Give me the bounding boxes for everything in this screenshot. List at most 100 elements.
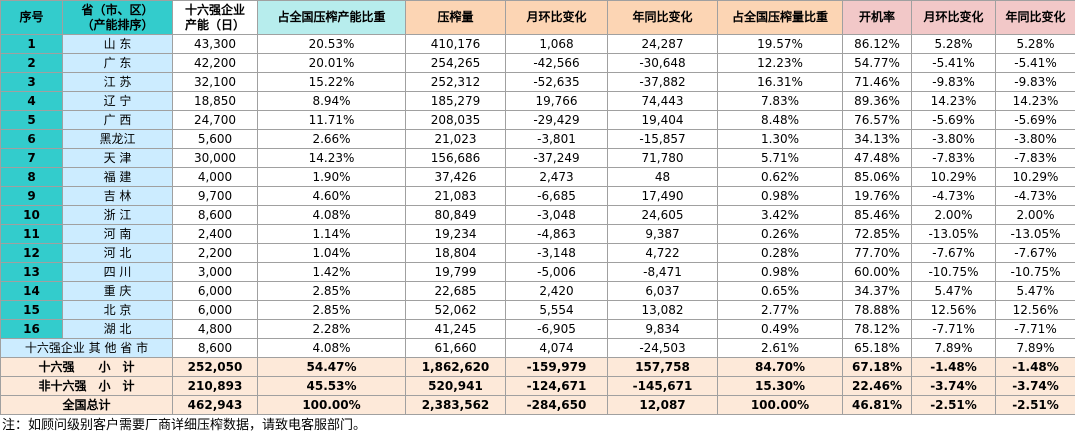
cell: 1.14% [258,225,406,244]
cell: -37,249 [506,149,608,168]
cell: 65.18% [843,339,912,358]
cell: -1.48% [912,358,996,377]
header-cell: 序号 [1,1,63,35]
cell: 4,800 [173,320,258,339]
cell: 71.46% [843,73,912,92]
header-cell: 占全国压榨产能比重 [258,1,406,35]
cell: 6,000 [173,282,258,301]
cell: 2,473 [506,168,608,187]
row-index: 15 [1,301,63,320]
cell: -6,905 [506,320,608,339]
cell: -3,801 [506,130,608,149]
cell: 21,083 [406,187,506,206]
cell: 14.23% [912,92,996,111]
cell: -7.83% [912,149,996,168]
cell: -15,857 [608,130,718,149]
cell: 46.81% [843,396,912,415]
cell: -1.48% [996,358,1075,377]
cell: -3.74% [912,377,996,396]
cell: 12,087 [608,396,718,415]
cell: 1.42% [258,263,406,282]
province: 重 庆 [63,282,173,301]
header-row: 序号省（市、区） （产能排序）十六强企业 产能（日）占全国压榨产能比重压榨量月环… [1,1,1075,35]
province: 黑龙江 [63,130,173,149]
header-cell: 十六强企业 产能（日） [173,1,258,35]
row-index: 5 [1,111,63,130]
cell: 185,279 [406,92,506,111]
cell: 1.30% [718,130,843,149]
cell: 2,400 [173,225,258,244]
row-index: 12 [1,244,63,263]
cell: 7.89% [996,339,1075,358]
cell: 41,245 [406,320,506,339]
cell: 54.47% [258,358,406,377]
cell: 0.49% [718,320,843,339]
cell: 11.71% [258,111,406,130]
cell: 8,600 [173,206,258,225]
cell: 1.04% [258,244,406,263]
cell: 78.88% [843,301,912,320]
cell: 22,685 [406,282,506,301]
cell: 19,766 [506,92,608,111]
summary-label: 全国总计 [1,396,173,415]
row-index: 9 [1,187,63,206]
cell: 78.12% [843,320,912,339]
cell: 52,062 [406,301,506,320]
cell: 80,849 [406,206,506,225]
cell: 252,312 [406,73,506,92]
header-cell: 开机率 [843,1,912,35]
cell: 9,834 [608,320,718,339]
cell: -145,671 [608,377,718,396]
cell: 34.13% [843,130,912,149]
row-index: 14 [1,282,63,301]
cell: -3.80% [996,130,1075,149]
cell: -7.71% [996,320,1075,339]
cell: 13,082 [608,301,718,320]
cell: -7.83% [996,149,1075,168]
cell: 24,700 [173,111,258,130]
cell: 2,383,562 [406,396,506,415]
row-index: 3 [1,73,63,92]
cell: 84.70% [718,358,843,377]
cell: 85.46% [843,206,912,225]
cell: 5.47% [996,282,1075,301]
cell: -3.80% [912,130,996,149]
cell: -42,566 [506,54,608,73]
cell: 5.28% [912,35,996,54]
footer-note: 注：如顾问级别客户需要厂商详细压榨数据，请致电客服部门。 [0,415,1075,436]
cell: 72.85% [843,225,912,244]
cell: 19,799 [406,263,506,282]
cell: 74,443 [608,92,718,111]
cell: 71,780 [608,149,718,168]
cell: 5,554 [506,301,608,320]
province: 广 西 [63,111,173,130]
row-index: 7 [1,149,63,168]
cell: 8,600 [173,339,258,358]
cell: 6,037 [608,282,718,301]
cell: 2.28% [258,320,406,339]
cell: -4.73% [996,187,1075,206]
cell: 3.42% [718,206,843,225]
cell: 208,035 [406,111,506,130]
cell: 2.77% [718,301,843,320]
cell: -5.41% [912,54,996,73]
cell: -5,006 [506,263,608,282]
cell: 520,941 [406,377,506,396]
cell: -5.69% [996,111,1075,130]
cell: 15.30% [718,377,843,396]
cell: 45.53% [258,377,406,396]
cell: 21,023 [406,130,506,149]
row-index: 1 [1,35,63,54]
province: 浙 江 [63,206,173,225]
cell: 9,700 [173,187,258,206]
cell: -159,979 [506,358,608,377]
cell: 42,200 [173,54,258,73]
cell: 15.22% [258,73,406,92]
